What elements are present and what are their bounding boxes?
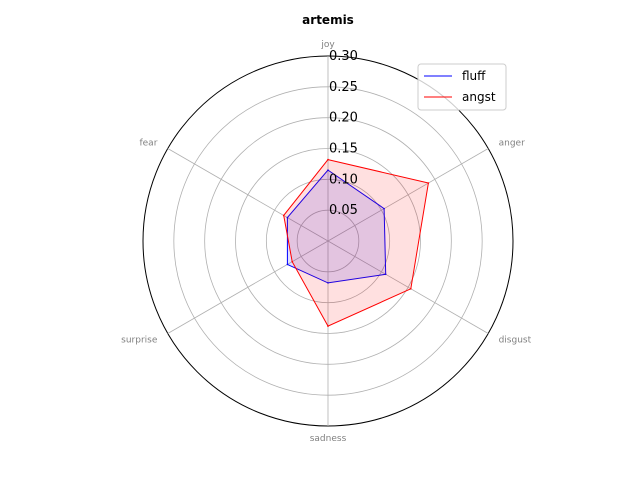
point-angst-sadness (327, 325, 329, 327)
r-tick-label: 0.20 (329, 111, 358, 126)
r-tick-label: 0.05 (329, 203, 358, 218)
r-tick-label: 0.15 (329, 142, 358, 157)
r-tick-label: 0.10 (329, 172, 358, 187)
spoke-surprise (167, 240, 329, 334)
point-fluff-anger (383, 207, 385, 210)
point-fluff-disgust (384, 273, 387, 276)
point-angst-anger (427, 182, 430, 184)
series-area-fluff (287, 170, 386, 283)
legend: fluff angst (417, 63, 507, 111)
chart-title: artemis (302, 13, 354, 27)
point-fluff-sadness (327, 282, 329, 284)
point-fluff-fear (286, 216, 289, 219)
radar-series (282, 158, 430, 327)
spoke-anger (327, 148, 489, 242)
point-fluff-joy (327, 169, 329, 171)
point-angst-disgust (409, 287, 412, 290)
point-angst-fear (282, 214, 285, 217)
point-angst-surprise (291, 260, 294, 263)
axis-label-anger: anger (499, 139, 525, 149)
series-area-angst (283, 159, 429, 327)
axis-label-surprise: surprise (121, 336, 158, 346)
legend-label-angst: angst (462, 90, 496, 104)
spoke-fear (167, 148, 329, 242)
r-tick-label: 0.25 (329, 80, 358, 95)
spoke-disgust (327, 240, 489, 334)
axis-label-joy: joy (320, 40, 335, 50)
axis-label-disgust: disgust (499, 336, 532, 346)
radar-labels: joy anger disgust sadness surprise fear 0.05 0.… (121, 40, 531, 444)
axis-label-sadness: sadness (310, 434, 347, 444)
r-tick-label: 0.30 (329, 49, 358, 64)
radar-grid (142, 55, 514, 427)
axis-label-fear: fear (139, 139, 157, 149)
point-fluff-surprise (286, 263, 289, 266)
point-angst-joy (327, 158, 329, 161)
legend-label-fluff: fluff (462, 69, 486, 83)
